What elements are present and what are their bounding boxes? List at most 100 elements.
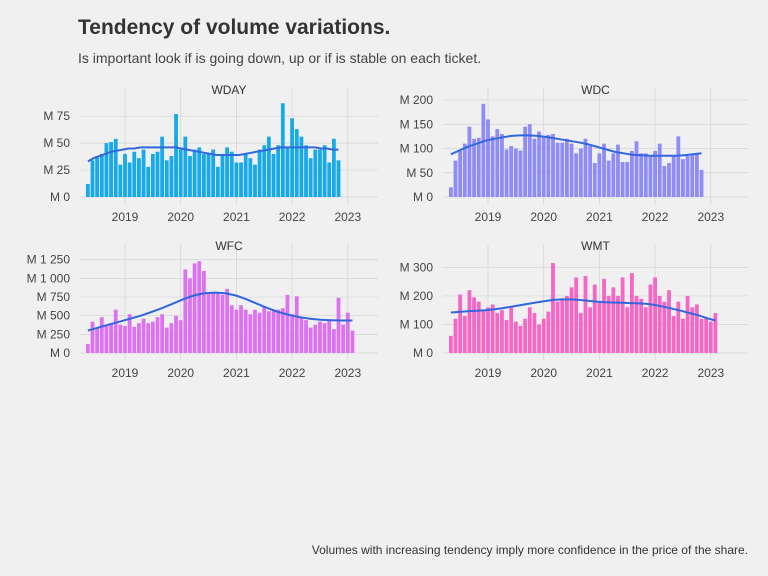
bar xyxy=(327,320,332,353)
facet-wmt: WMT M 0 M 100 M 200 M 300 2019 2020 2021 2022 202… xyxy=(400,239,748,380)
bar xyxy=(192,263,197,353)
bar xyxy=(694,153,699,197)
bar xyxy=(518,150,523,197)
bar xyxy=(532,138,537,197)
bar xyxy=(620,277,625,353)
bar xyxy=(188,278,192,353)
bar xyxy=(220,153,225,197)
bar xyxy=(462,315,467,353)
bar xyxy=(211,291,216,353)
bar xyxy=(625,307,630,353)
bar xyxy=(476,137,481,197)
bar xyxy=(551,133,555,197)
bar xyxy=(164,160,169,197)
bar xyxy=(299,136,304,197)
y-tick-label: M 100 xyxy=(400,317,434,331)
bar xyxy=(280,103,285,197)
bar xyxy=(313,324,318,353)
bar xyxy=(490,304,495,353)
trend-line xyxy=(450,298,716,322)
x-tick-label: 2021 xyxy=(223,366,250,380)
bar xyxy=(448,335,453,353)
bar xyxy=(620,162,625,197)
bar xyxy=(146,323,151,353)
bar xyxy=(308,327,313,353)
bar xyxy=(178,149,183,197)
bar xyxy=(527,124,532,197)
x-tick-label: 2020 xyxy=(167,210,194,224)
y-tick-label: M 25 xyxy=(43,163,70,177)
bar xyxy=(118,324,123,353)
bar xyxy=(290,314,295,353)
bar xyxy=(569,143,574,197)
facet-title: WDC xyxy=(581,83,610,97)
bar xyxy=(331,138,336,197)
x-tick-label: 2022 xyxy=(642,366,669,380)
bar xyxy=(588,307,593,353)
bar xyxy=(643,153,648,197)
bar xyxy=(253,309,257,353)
bar xyxy=(467,290,472,353)
bar xyxy=(643,307,648,353)
bar xyxy=(294,296,299,353)
bar xyxy=(257,149,262,197)
bar xyxy=(123,326,127,353)
bar xyxy=(523,126,528,197)
bar xyxy=(574,153,579,197)
bar xyxy=(215,166,220,197)
y-tick-label: M 1 250 xyxy=(27,253,71,267)
bar xyxy=(160,314,165,353)
bar xyxy=(104,143,109,197)
x-tick-label: 2023 xyxy=(697,366,724,380)
bar xyxy=(243,153,248,197)
trend-line xyxy=(87,146,339,163)
x-tick-label: 2021 xyxy=(223,210,250,224)
bar xyxy=(290,118,295,197)
bar xyxy=(657,295,662,353)
bar xyxy=(490,136,495,197)
bar xyxy=(127,162,132,197)
bar xyxy=(239,305,243,353)
bar xyxy=(560,298,565,353)
bar xyxy=(137,323,141,353)
y-tick-label: M 0 xyxy=(50,190,70,204)
bar xyxy=(248,314,253,353)
bar xyxy=(560,142,565,197)
bar xyxy=(662,165,667,197)
bar xyxy=(592,163,597,197)
bar xyxy=(331,329,336,353)
bar xyxy=(476,301,481,353)
bar xyxy=(667,290,671,353)
bar xyxy=(318,149,322,197)
bar xyxy=(90,321,95,353)
bar xyxy=(299,317,304,353)
bar xyxy=(625,162,630,197)
x-tick-label: 2019 xyxy=(112,210,139,224)
bar xyxy=(588,146,593,197)
y-tick-label: M 300 xyxy=(400,260,434,274)
bar xyxy=(681,159,685,197)
bar xyxy=(294,129,299,197)
bar xyxy=(486,307,490,353)
bar xyxy=(225,147,230,197)
bar xyxy=(271,309,276,353)
bar xyxy=(653,150,658,197)
bar xyxy=(104,324,109,353)
x-tick-label: 2019 xyxy=(475,366,502,380)
facet-wfc: WFC M 0 M 250 M 500 M 750 M 1 000 M 1 250 2019 2… xyxy=(27,239,378,380)
x-tick-label: 2020 xyxy=(530,210,557,224)
bar xyxy=(206,293,211,353)
y-tick-label: M 0 xyxy=(413,346,433,360)
bar xyxy=(708,321,713,353)
bar xyxy=(99,153,104,197)
bar xyxy=(569,287,574,353)
bar xyxy=(555,301,560,353)
x-tick-label: 2023 xyxy=(697,210,724,224)
y-tick-label: M 50 xyxy=(406,166,433,180)
bar xyxy=(95,328,100,353)
bar xyxy=(495,313,500,353)
y-tick-label: M 150 xyxy=(400,117,434,131)
bar xyxy=(551,263,555,353)
bar xyxy=(220,294,225,353)
bar xyxy=(285,147,290,197)
